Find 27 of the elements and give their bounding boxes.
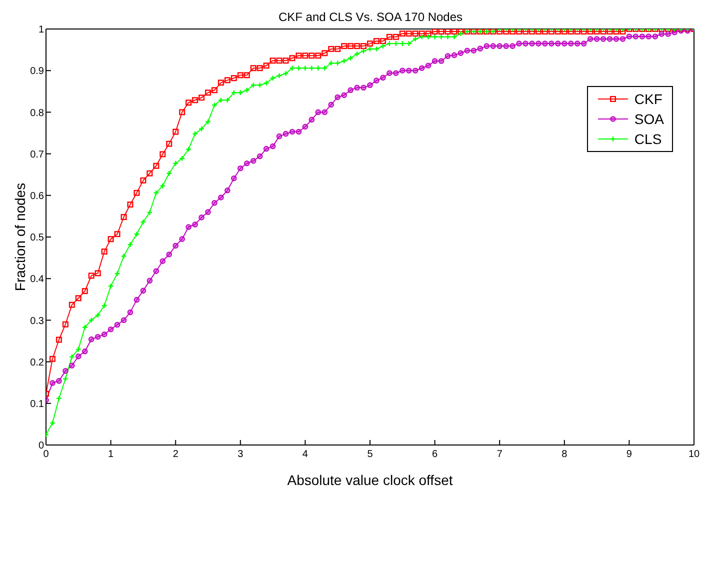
x-tick-label: 9 xyxy=(626,449,632,460)
y-tick-label: 0.9 xyxy=(30,66,44,78)
y-axis-title: Fraction of nodes xyxy=(12,182,28,292)
legend-label: CKF xyxy=(634,91,662,107)
y-tick-label: 0.7 xyxy=(30,149,44,160)
y-tick-label: 0 xyxy=(38,440,44,452)
x-tick-label: 5 xyxy=(367,449,374,460)
y-tick-label: 1 xyxy=(38,24,44,36)
x-tick-label: 6 xyxy=(432,449,438,460)
x-tick-label: 8 xyxy=(562,449,568,460)
x-tick-label: 1 xyxy=(108,449,114,460)
y-tick-label: 0.3 xyxy=(30,316,44,327)
x-tick-label: 2 xyxy=(172,449,179,460)
y-tick-label: 0.8 xyxy=(30,108,44,119)
x-tick-label: 10 xyxy=(688,449,700,460)
y-tick-label: 0.6 xyxy=(30,190,44,202)
x-tick-label: 3 xyxy=(238,449,244,460)
chart-title: CKF and CLS Vs. SOA 170 Nodes xyxy=(277,10,464,24)
x-tick-label: 4 xyxy=(302,449,308,460)
x-axis-title: Absolute value clock offset xyxy=(287,472,453,488)
y-tick-label: 0.1 xyxy=(30,398,44,410)
legend-label: SOA xyxy=(634,111,664,127)
y-tick-label: 0.5 xyxy=(30,232,44,244)
legend-label: CLS xyxy=(634,131,662,147)
x-tick-label: 7 xyxy=(496,449,503,460)
y-tick-label: 0.4 xyxy=(30,274,44,286)
y-tick-label: 0.2 xyxy=(30,357,44,368)
